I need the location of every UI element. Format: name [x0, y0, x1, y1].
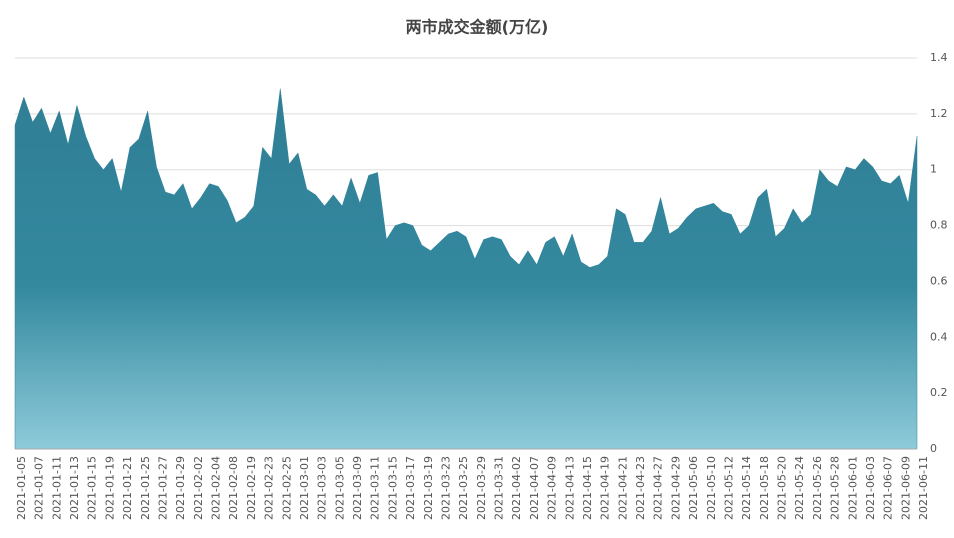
x-tick-label: 2021-06-11	[917, 456, 930, 520]
y-tick-label: 1.2	[930, 107, 948, 120]
y-tick-label: 0.2	[930, 386, 948, 399]
y-tick-label: 0.8	[930, 219, 948, 232]
x-tick-label: 2021-05-24	[793, 456, 806, 520]
x-tick-label: 2021-01-15	[86, 456, 99, 520]
x-tick-label: 2021-01-07	[33, 456, 46, 520]
x-tick-label: 2021-03-09	[351, 456, 364, 520]
y-tick-label: 1	[930, 163, 937, 176]
y-tick-label: 0.6	[930, 274, 948, 287]
x-tick-label: 2021-01-29	[174, 456, 187, 520]
x-tick-label: 2021-02-25	[280, 456, 293, 520]
x-tick-label: 2021-03-31	[493, 456, 506, 520]
x-tick-label: 2021-01-27	[156, 456, 169, 520]
x-tick-label: 2021-04-15	[581, 456, 594, 520]
x-tick-label: 2021-04-19	[599, 456, 612, 520]
x-tick-label: 2021-05-12	[722, 456, 735, 520]
x-tick-label: 2021-01-13	[68, 456, 81, 520]
x-tick-label: 2021-06-09	[899, 456, 912, 520]
x-tick-label: 2021-01-25	[139, 456, 152, 520]
x-tick-label: 2021-03-01	[298, 456, 311, 520]
x-tick-label: 2021-05-26	[811, 456, 824, 520]
area	[14, 88, 918, 450]
x-tick-label: 2021-03-17	[404, 456, 417, 520]
x-tick-label: 2021-01-21	[121, 456, 134, 520]
x-tick-label: 2021-02-02	[192, 456, 205, 520]
x-tick-label: 2021-04-09	[546, 456, 559, 520]
y-tick-label: 0.4	[930, 330, 948, 343]
x-tick-label: 2021-02-23	[263, 456, 276, 520]
x-tick-label: 2021-03-05	[333, 456, 346, 520]
x-tick-label: 2021-05-10	[705, 456, 718, 520]
x-tick-label: 2021-04-13	[563, 456, 576, 520]
y-tick-label: 1.4	[930, 51, 948, 64]
x-tick-label: 2021-01-19	[103, 456, 116, 520]
x-tick-label: 2021-01-05	[15, 456, 28, 520]
x-tick-label: 2021-05-06	[687, 456, 700, 520]
x-tick-label: 2021-02-08	[227, 456, 240, 520]
x-tick-label: 2021-03-19	[422, 456, 435, 520]
x-tick-label: 2021-06-07	[882, 456, 895, 520]
x-tick-label: 2021-04-29	[669, 456, 682, 520]
x-tick-label: 2021-03-29	[475, 456, 488, 520]
x-tick-label: 2021-06-03	[864, 456, 877, 520]
chart-title: 两市成交金额(万亿)	[406, 18, 549, 37]
x-tick-label: 2021-04-27	[652, 456, 665, 520]
x-tick-label: 2021-04-23	[634, 456, 647, 520]
x-tick-label: 2021-03-23	[439, 456, 452, 520]
y-tick-label: 0	[930, 442, 937, 455]
x-tick-label: 2021-03-15	[386, 456, 399, 520]
x-tick-label: 2021-03-11	[369, 456, 382, 520]
x-tick-label: 2021-05-18	[758, 456, 771, 520]
x-tick-label: 2021-02-04	[210, 456, 223, 520]
x-tick-label: 2021-03-25	[457, 456, 470, 520]
x-tick-label: 2021-04-07	[528, 456, 541, 520]
x-tick-label: 2021-05-20	[776, 456, 789, 520]
x-tick-label: 2021-05-14	[740, 456, 753, 520]
x-tick-label: 2021-01-11	[50, 456, 63, 520]
x-tick-label: 2021-06-01	[846, 456, 859, 520]
x-tick-label: 2021-02-19	[245, 456, 258, 520]
x-tick-label: 2021-04-02	[510, 456, 523, 520]
x-tick-label: 2021-05-28	[829, 456, 842, 520]
x-tick-label: 2021-04-21	[616, 456, 629, 520]
x-tick-label: 2021-03-03	[316, 456, 329, 520]
